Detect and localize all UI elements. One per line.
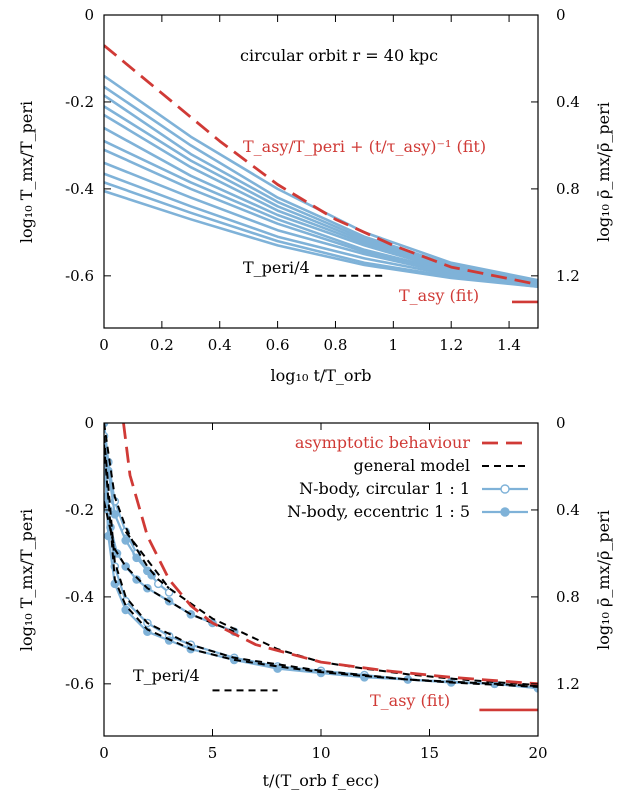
y-right-tick-label: 0.8 (556, 588, 580, 606)
top-panel-frame (103, 14, 539, 329)
bottom-y-axis-label: log₁₀ T_mx/T_peri (17, 509, 36, 651)
y-right-tick-label: 0.8 (556, 180, 580, 198)
x-tick-label: 10 (311, 744, 330, 762)
x-tick-label: 1 (389, 336, 399, 354)
legend-marker-3 (500, 507, 510, 517)
top-peri-annotation: T_peri/4 (243, 258, 310, 277)
series-point-1-1-2 (110, 509, 120, 519)
y-right-tick-label: 0 (556, 6, 566, 24)
y-tick-label: -0.6 (65, 267, 94, 285)
series-point-1-4-3 (121, 605, 130, 615)
top-fit-annotation: T_asy/T_peri + (t/τ_asy)⁻¹ (fit) (243, 137, 486, 156)
y-right-tick-label: 0.4 (556, 93, 580, 111)
series-point-1-1-3 (121, 536, 130, 545)
top-panel-ticks: 0 0.2 0.4 0.6 0.8 1 1.2 1.4 0 -0.2 -0.4 -0.6 0 0.4 0.8… (65, 6, 580, 354)
x-tick-label: 0.4 (208, 336, 232, 354)
series-line-1-7 (104, 435, 538, 687)
x-tick-label: 0.6 (266, 336, 290, 354)
bottom-asy-annotation: T_asy (fit) (370, 691, 450, 710)
y-right-tick-label: 1.2 (556, 267, 580, 285)
top-x-axis-label: log₁₀ t/T_orb (271, 366, 372, 385)
series-line-1-8 (104, 444, 538, 688)
top-panel: 0 0.2 0.4 0.6 0.8 1 1.2 1.4 0 -0.2 -0.4 -0.6 0 0.4 0.8… (17, 6, 613, 385)
x-tick-label: 0 (99, 744, 109, 762)
legend-label-3: N-body, eccentric 1 : 5 (287, 502, 470, 521)
y-tick-label: -0.6 (65, 675, 94, 693)
y-tick-label: -0.2 (65, 93, 94, 111)
series-line-0-12 (104, 44, 538, 286)
series-line-1-3 (104, 435, 538, 690)
y-tick-label: 0 (84, 414, 94, 432)
y-tick-label: -0.4 (65, 180, 94, 198)
x-tick-label: 0.8 (324, 336, 348, 354)
x-tick-label: 20 (528, 744, 547, 762)
top-y-axis-label: log₁₀ T_mx/T_peri (17, 101, 36, 243)
series-line-1-5 (104, 423, 170, 589)
y-tick-label: -0.2 (65, 501, 94, 519)
bottom-panel-marks (104, 423, 538, 712)
x-tick-label: 5 (208, 744, 218, 762)
x-tick-label: 0.2 (150, 336, 174, 354)
top-orbit-annotation: circular orbit r = 40 kpc (240, 46, 438, 65)
x-tick-label: 1.4 (497, 336, 521, 354)
legend-marker-2 (500, 484, 510, 494)
series-line-0-1 (104, 85, 538, 283)
series-point-1-1-4 (132, 553, 141, 563)
legend-label-1: general model (353, 456, 470, 475)
series-line-1-9 (124, 531, 538, 687)
legend-label-0: asymptotic behaviour (295, 433, 471, 452)
series-point-1-0-7 (164, 588, 174, 597)
y-tick-label: 0 (84, 6, 94, 24)
bottom-y-right-axis-label: log₁₀ ρ̄_mx/ρ̄_peri (594, 510, 613, 650)
x-tick-label: 1.2 (439, 336, 463, 354)
bottom-panel: 0 5 10 15 20 0 -0.2 -0.4 -0.6 0 0.4 0.8 1.2 asymptot… (17, 414, 613, 790)
bottom-x-axis-label: t/(T_orb f_ecc) (263, 771, 380, 790)
y-right-tick-label: 1.2 (556, 675, 580, 693)
series-line-0-11 (104, 189, 538, 288)
x-tick-label: 15 (420, 744, 439, 762)
y-right-tick-label: 0.4 (556, 501, 580, 519)
top-y-right-axis-label: log₁₀ ρ̄_mx/ρ̄_peri (594, 102, 613, 242)
top-asy-annotation: T_asy (fit) (399, 286, 479, 305)
y-right-tick-label: 0 (556, 414, 566, 432)
bottom-legend: asymptotic behaviour general model N-body,… (287, 433, 528, 521)
bottom-panel-ticks: 0 5 10 15 20 0 -0.2 -0.4 -0.6 0 0.4 0.8 1.2 (65, 414, 580, 762)
series-line-0-9 (104, 172, 538, 288)
bottom-peri-annotation: T_peri/4 (133, 666, 200, 685)
series-line-1-10 (122, 423, 538, 686)
x-tick-label: 0 (99, 336, 109, 354)
y-tick-label: -0.4 (65, 588, 94, 606)
series-point-1-2-4 (132, 575, 141, 584)
top-panel-marks (104, 44, 538, 304)
legend-label-2: N-body, circular 1 : 1 (299, 479, 470, 498)
bottom-panel-frame (103, 422, 539, 737)
